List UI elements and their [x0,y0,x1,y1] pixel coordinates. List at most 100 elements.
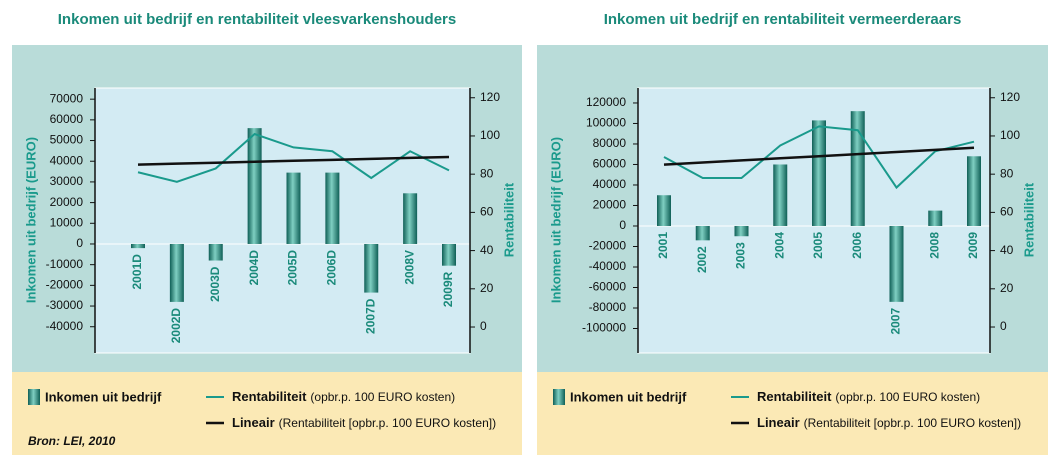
y2-tick-label: 0 [480,319,487,333]
y-axis-label: Inkomen uit bedrijf (EURO) [23,137,38,303]
y2-tick-label: 40 [1000,243,1014,257]
y-tick-label: -60000 [589,280,627,294]
x-tick-label: 2005 [811,232,825,259]
chart-title: Inkomen uit bedrijf en rentabiliteit vle… [58,11,456,28]
y-tick-label: -40000 [589,259,627,273]
y-tick-label: 20000 [50,195,84,209]
y-tick-label: -80000 [589,300,627,314]
x-tick-label: 2005D [286,250,300,286]
legend-bar-icon [553,389,565,405]
x-tick-label: 2009 [966,232,980,259]
legend-desc: (Rentabiliteit [opbr.p. 100 EURO kosten]… [804,416,1021,430]
bar [286,172,301,244]
bar [928,210,943,226]
legend-label: Inkomen uit bedrijf [570,389,687,404]
x-tick-label: 2006D [325,250,339,286]
bar [442,243,456,266]
y-tick-label: -20000 [46,278,84,292]
x-tick-label: 2006 [850,232,864,259]
legend-bg [12,372,522,455]
x-tick-label: 2008 [927,232,941,259]
x-tick-label: 2003 [734,242,748,269]
bar [695,225,710,241]
legend-desc: (Rentabiliteit [opbr.p. 100 EURO kosten]… [279,416,496,430]
legend-label: Lineair (Rentabiliteit [opbr.p. 100 EURO … [232,415,496,430]
bar [734,225,749,237]
x-tick-label: 2004D [247,250,261,286]
y2-tick-label: 20 [1000,281,1014,295]
y-tick-label: -20000 [589,239,627,253]
legend-name: Lineair [757,415,800,430]
legend-label: Inkomen uit bedrijf [45,389,162,404]
legend-bar-icon [28,389,40,405]
bar [889,225,904,302]
y-tick-label: -10000 [46,257,84,271]
x-tick-label: 2002D [169,308,183,344]
bar [169,243,184,302]
legend-label: Lineair (Rentabiliteit [opbr.p. 100 EURO … [757,415,1021,430]
x-tick-label: 2007D [363,298,377,334]
y-tick-label: 50000 [50,133,84,147]
y2-tick-label: 60 [480,205,494,219]
rentabiliteit-line [137,132,450,183]
bar [364,243,379,293]
legend-label: Rentabiliteit (opbr.p. 100 EURO kosten) [757,389,980,404]
y-tick-label: 0 [619,218,626,232]
y2-tick-label: 20 [480,281,494,295]
y-tick-label: 70000 [50,91,84,105]
y-tick-label: 0 [76,236,83,250]
source: Bron: LEI, 2010 [28,434,116,448]
y2-tick-label: 40 [480,243,494,257]
y-tick-label: 10000 [50,215,84,229]
y2-tick-label: 120 [480,90,500,104]
y-tick-label: 120000 [586,95,626,109]
y-axis-label: Inkomen uit bedrijf (EURO) [548,137,563,303]
x-tick-label: 2001D [130,254,144,290]
y2-tick-label: 100 [1000,128,1020,142]
x-tick-label: 2002 [695,246,709,273]
x-tick-label: 2007 [889,308,903,335]
legend-desc: (opbr.p. 100 EURO kosten) [310,390,455,404]
x-tick-label: 2003D [208,266,222,302]
y2-tick-label: 120 [1000,90,1020,104]
y-tick-label: -100000 [582,321,626,335]
x-tick-label: 2004 [772,232,786,259]
legend-name: Lineair [232,415,275,430]
y2-tick-label: 0 [1000,319,1007,333]
y-tick-label: 30000 [50,174,84,188]
y2-axis-label: Rentabiliteit [1021,182,1036,257]
y2-tick-label: 100 [480,128,500,142]
x-tick-label: 2001 [656,232,670,259]
trend-line [663,146,975,166]
bar [812,120,826,226]
chart-title: Inkomen uit bedrijf en rentabiliteit ver… [604,11,962,28]
y-tick-label: 100000 [586,116,626,130]
y-tick-label: 20000 [593,198,627,212]
bar [403,193,418,244]
y2-tick-label: 80 [1000,166,1014,180]
bar [247,128,262,244]
y-tick-label: 60000 [50,112,84,126]
y-tick-label: 40000 [50,153,84,167]
y-tick-label: 40000 [593,177,627,191]
legend-label: Rentabiliteit (opbr.p. 100 EURO kosten) [232,389,455,404]
legend-desc: (opbr.p. 100 EURO kosten) [835,390,980,404]
trend-line [137,155,450,166]
bar [773,164,788,226]
y-tick-label: -30000 [46,298,84,312]
bar [325,172,340,244]
legend-bg [537,372,1048,455]
bar [208,243,223,261]
rentabiliteit-line [663,125,975,190]
bar [657,195,671,226]
bar [131,243,145,249]
legend-name: Rentabiliteit [232,389,307,404]
y2-tick-label: 80 [480,166,494,180]
bar [967,156,981,226]
y-tick-label: -40000 [46,319,84,333]
y-tick-label: 60000 [593,157,627,171]
legend-name: Rentabiliteit [757,389,832,404]
x-tick-label: 2008V [402,250,416,285]
y-tick-label: 80000 [593,136,627,150]
